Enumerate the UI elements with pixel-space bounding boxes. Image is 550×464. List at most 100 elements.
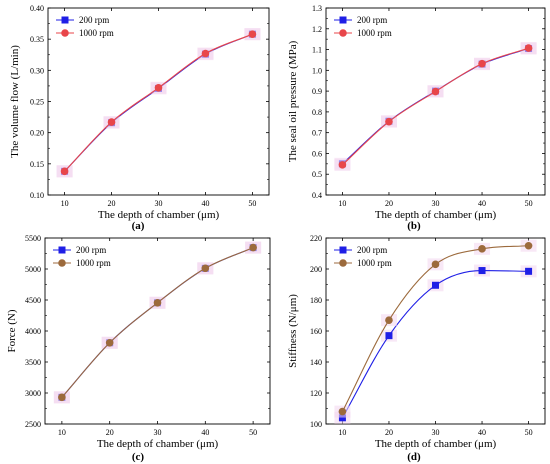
chart-panel-d: 100 120 140 160 180 200 220 10 20 30 40 50 The depth…: [287, 234, 546, 463]
legend-marker: [339, 16, 347, 24]
x-tick-label: 30: [432, 199, 440, 208]
data-point: [154, 83, 163, 92]
y-tick-label: 0.4: [312, 191, 322, 200]
y-tick-label: 4500: [25, 296, 41, 305]
plot-frame: [325, 237, 546, 425]
series-line: [64, 33, 253, 172]
y-tick-label: 4000: [25, 327, 41, 336]
data-point: [338, 161, 347, 169]
y-tick-label: 200: [310, 265, 322, 274]
series-line: [64, 33, 253, 172]
data-point: [60, 167, 69, 176]
legend-marker: [61, 29, 69, 37]
legend-marker: [58, 246, 66, 254]
x-tick-label: 50: [249, 428, 257, 437]
x-tick-label: 40: [478, 199, 486, 208]
panel-label: (c): [132, 451, 145, 463]
series-line: [61, 247, 254, 398]
x-axis: 10 20 30 40 50: [338, 8, 533, 208]
panel-label: (d): [407, 451, 421, 463]
legend-marker: [61, 16, 69, 24]
data-point: [524, 241, 533, 250]
y-tick-label: 180: [310, 296, 322, 305]
x-axis: 10 20 30 40 50: [61, 8, 256, 208]
x-tick-label: 20: [108, 199, 116, 208]
legend-label: 200 rpm: [79, 15, 109, 25]
x-tick-label: 30: [154, 428, 162, 437]
x-axis-title: The depth of chamber (μm): [97, 438, 219, 450]
y-tick-label: 120: [310, 389, 322, 398]
y-axis-title: The volume flow (L/min): [9, 45, 21, 158]
data-point: [248, 30, 257, 38]
data-point: [385, 316, 393, 324]
y-tick-label: 1.2: [312, 25, 322, 34]
data-point: [478, 59, 486, 68]
y-axis-title: Force (N): [6, 309, 18, 352]
y-tick-label: 1.1: [312, 46, 322, 55]
data-point: [153, 298, 162, 307]
data-point: [107, 118, 116, 126]
y-tick-label: 0.6: [312, 149, 322, 158]
chart-panel-a: 0.10 0.15 0.20 0.25 0.30 0.35 0.40 10 20 30 40 50 Th…: [9, 4, 270, 232]
y-tick-label: 0.7: [312, 129, 322, 138]
data-point: [201, 49, 210, 58]
legend-marker: [339, 29, 347, 37]
y-tick-label: 5500: [25, 234, 41, 243]
legend: 200 rpm 1000 rpm: [56, 15, 114, 38]
y-tick-label: 5000: [25, 265, 41, 274]
x-tick-label: 10: [58, 428, 66, 437]
x-tick-label: 20: [385, 199, 393, 208]
plot-frame: [44, 237, 271, 425]
legend: 200 rpm 1000 rpm: [334, 245, 392, 268]
plot-frame: [47, 7, 270, 196]
series-200rpm: [334, 264, 537, 424]
data-point: [338, 407, 347, 416]
series-1000rpm: [334, 239, 537, 418]
x-tick-label: 50: [525, 199, 533, 208]
y-axis: 0.4 0.5 0.6 0.7 0.8 0.9 1.0 1.1 1.2 1.3: [312, 4, 545, 200]
x-axis-title: The depth of chamber (μm): [375, 209, 497, 221]
y-axis-title: The seal oil pressure (MPa): [287, 40, 299, 162]
legend-label: 200 rpm: [357, 245, 387, 255]
data-point: [105, 338, 114, 347]
legend-label: 1000 rpm: [79, 28, 114, 38]
plot-frame: [325, 7, 546, 196]
x-tick-label: 30: [155, 199, 163, 208]
y-tick-label: 0.5: [312, 170, 322, 179]
series-200rpm: [56, 28, 261, 178]
y-tick-label: 0.35: [30, 35, 44, 44]
data-point: [249, 243, 257, 252]
data-point: [431, 260, 440, 269]
series-1000rpm: [56, 28, 261, 178]
x-tick-label: 40: [478, 428, 486, 437]
y-tick-label: 0.20: [30, 129, 44, 138]
y-tick-label: 2500: [25, 420, 41, 429]
x-tick-label: 40: [201, 199, 209, 208]
data-point: [525, 267, 533, 275]
series-line: [342, 47, 529, 165]
y-tick-label: 0.30: [30, 66, 44, 75]
legend: 200 rpm 1000 rpm: [53, 245, 111, 268]
y-axis-title: Stiffness (N/μm): [287, 294, 299, 368]
y-tick-label: 0.25: [30, 98, 44, 107]
series-line: [341, 245, 529, 412]
x-tick-label: 50: [248, 199, 256, 208]
series-1000rpm: [53, 241, 262, 404]
data-point: [431, 87, 440, 96]
y-tick-label: 3500: [25, 358, 41, 367]
legend-label: 200 rpm: [76, 245, 106, 255]
legend-marker: [339, 259, 347, 267]
legend-label: 200 rpm: [357, 15, 387, 25]
panel-label: (a): [132, 220, 145, 232]
legend-label: 1000 rpm: [357, 28, 392, 38]
x-axis-title: The depth of chamber (μm): [375, 438, 497, 450]
data-point: [385, 117, 393, 126]
y-tick-label: 160: [310, 327, 322, 336]
x-tick-label: 30: [432, 428, 440, 437]
legend: 200 rpm 1000 rpm: [334, 15, 392, 38]
data-point: [478, 267, 486, 275]
y-tick-label: 0.9: [312, 87, 322, 96]
x-axis-title: The depth of chamber (μm): [98, 209, 220, 221]
legend-label: 1000 rpm: [357, 258, 392, 268]
